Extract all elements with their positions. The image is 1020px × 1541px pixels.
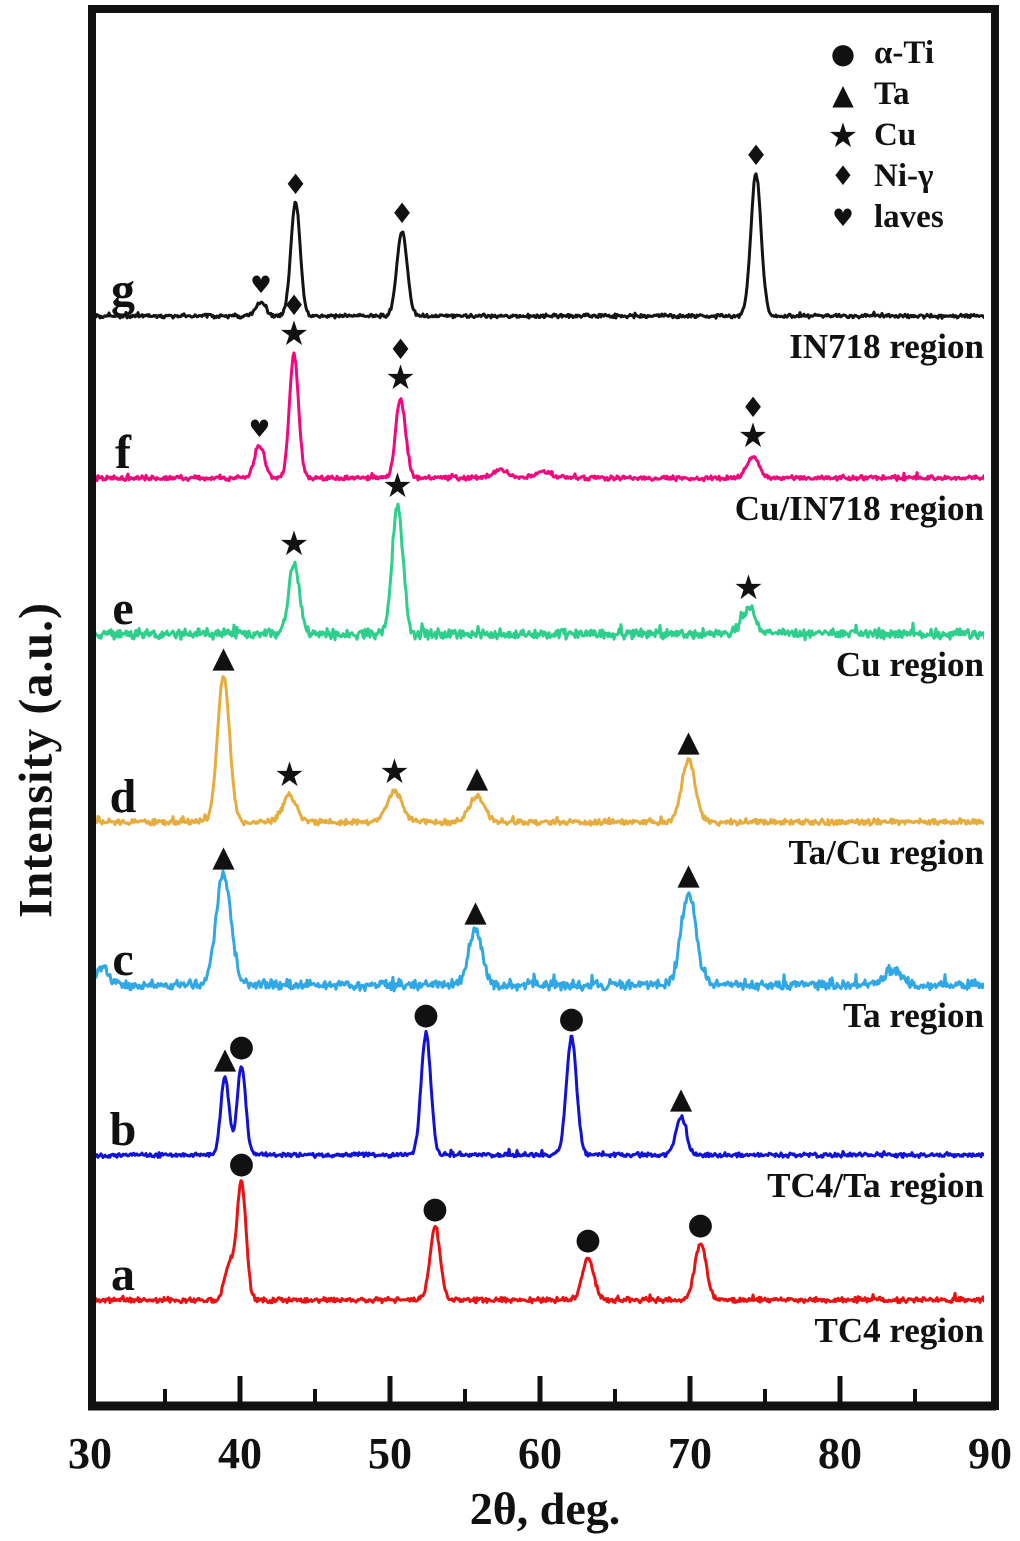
peak-marker-heart-g: ♥ [250, 271, 272, 299]
x-tick-label-70: 70 [668, 1429, 712, 1478]
peak-marker-diamond-f: ♦ [388, 333, 413, 366]
peak-marker-diamond-g: ♦ [389, 197, 414, 230]
peak-marker-star-e: ★ [733, 568, 763, 608]
x-tick-label-60: 60 [518, 1429, 562, 1478]
peak-marker-heart-f: ♥ [249, 415, 271, 443]
legend-row-triangle: ▲ Ta [812, 74, 944, 115]
peak-marker-circle-a: ● [687, 1207, 713, 1242]
peak-marker-star-f: ★ [385, 358, 415, 398]
star-icon: ★ [827, 115, 859, 156]
peak-marker-diamond-g: ♦ [283, 168, 308, 201]
legend-label: laves [874, 199, 944, 235]
legend-label: Ta [874, 76, 910, 112]
series-b-letter: b [110, 1103, 137, 1156]
peak-marker-triangle-c: ▲ [212, 839, 235, 873]
y-axis-label: Intensity (a.u.) [9, 601, 63, 919]
legend-row-circle: ● α-Ti [812, 33, 944, 74]
peak-marker-diamond-g: ♦ [743, 139, 768, 172]
legend-row-heart: ♥ laves [812, 197, 944, 238]
x-tick-label-90: 90 [968, 1429, 1012, 1478]
peak-marker-triangle-c: ▲ [677, 857, 700, 891]
series-a-region-label: TC4 region [815, 1311, 985, 1350]
series-c-curve [96, 869, 984, 993]
peak-marker-triangle-b: ▲ [670, 1081, 693, 1115]
peak-marker-triangle-b: ▲ [214, 1041, 237, 1075]
series-a-letter: a [111, 1248, 135, 1301]
diamond-icon: ♦ [830, 161, 856, 192]
circle-icon: ● [830, 36, 856, 70]
series-e-letter: e [112, 582, 133, 635]
peak-marker-circle-a: ● [575, 1222, 601, 1257]
peak-marker-circle-b: ● [558, 1001, 584, 1036]
peak-marker-circle-a: ● [422, 1191, 448, 1226]
peak-marker-circle-a: ● [228, 1146, 254, 1181]
series-g-letter: g [111, 264, 135, 317]
peak-marker-star-d: ★ [274, 755, 304, 795]
x-tick-label-30: 30 [68, 1429, 112, 1478]
legend-label: α-Ti [874, 35, 934, 71]
legend: ● α-Ti ▲ Ta ★ Cu ♦ Ni-γ ♥ laves [812, 33, 944, 238]
peak-marker-triangle-d: ▲ [677, 724, 700, 758]
legend-label: Ni-γ [874, 158, 934, 194]
series-d-letter: d [110, 770, 137, 823]
x-tick-label-40: 40 [218, 1429, 262, 1478]
series-d-curve [96, 675, 984, 827]
peak-marker-star-e: ★ [279, 524, 309, 564]
series-e-region-label: Cu region [836, 645, 984, 684]
peak-marker-circle-b: ● [228, 1029, 254, 1064]
series-g-region-label: IN718 region [789, 327, 984, 366]
series-b-curve [96, 1029, 984, 1159]
series-d-region-label: Ta/Cu region [789, 833, 984, 872]
x-axis-label: 2θ, deg. [469, 1483, 621, 1534]
series-c-region-label: Ta region [843, 996, 984, 1035]
peak-marker-star-e: ★ [382, 466, 412, 506]
triangle-icon: ▲ [832, 77, 854, 111]
series-b-region-label: TC4/Ta region [767, 1166, 984, 1205]
legend-label: Cu [874, 117, 917, 153]
series-c-letter: c [112, 933, 133, 986]
peak-marker-star-f: ★ [738, 416, 768, 456]
heart-icon: ♥ [832, 203, 854, 232]
series-a-curve [96, 1179, 984, 1305]
legend-row-star: ★ Cu [812, 115, 944, 156]
x-tick-label-50: 50 [368, 1429, 412, 1478]
peak-marker-triangle-d: ▲ [466, 760, 489, 794]
peak-marker-triangle-d: ▲ [212, 640, 235, 674]
series-f-letter: f [115, 426, 132, 479]
series-g-curve [96, 172, 984, 320]
peak-marker-circle-b: ● [413, 997, 439, 1032]
legend-row-diamond: ♦ Ni-γ [812, 156, 944, 197]
peak-marker-diamond-f: ♦ [281, 289, 306, 322]
peak-marker-diamond-f: ♦ [740, 391, 765, 424]
series-e-curve [96, 502, 984, 642]
peak-marker-triangle-c: ▲ [464, 894, 487, 928]
peak-marker-star-f: ★ [279, 314, 309, 354]
series-f-region-label: Cu/IN718 region [735, 489, 984, 528]
x-tick-label-80: 80 [818, 1429, 862, 1478]
peak-marker-star-d: ★ [379, 752, 409, 792]
series-f-curve [96, 351, 984, 483]
